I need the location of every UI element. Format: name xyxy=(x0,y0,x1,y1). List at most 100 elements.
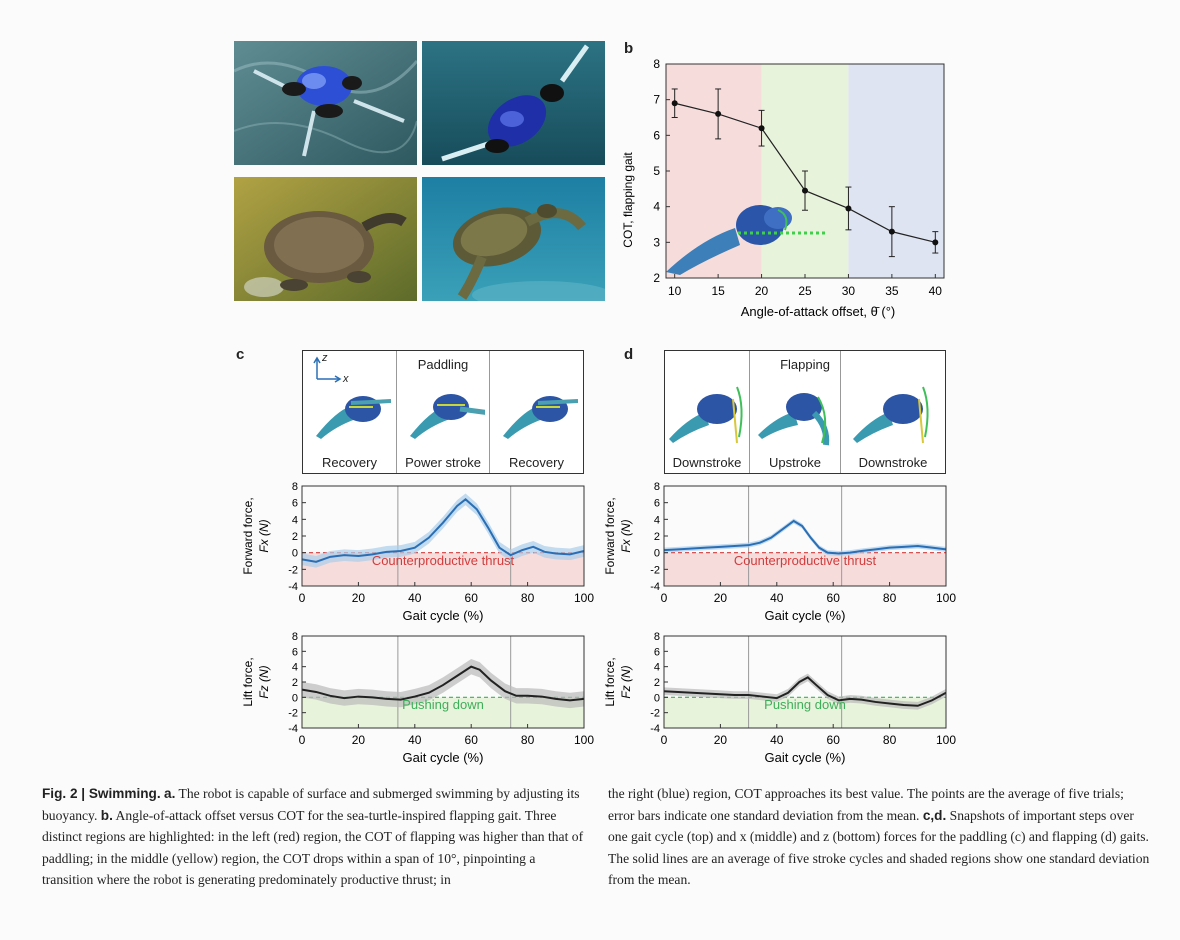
x-tick-label: 30 xyxy=(842,284,856,298)
y-tick-label: 6 xyxy=(653,128,660,142)
x-tick-label: 15 xyxy=(711,284,725,298)
data-point xyxy=(758,125,765,132)
y-axis-sublabel: Fx (N) xyxy=(619,519,633,552)
x-tick-label: 100 xyxy=(574,733,594,747)
x-tick-label: 40 xyxy=(770,591,784,605)
caption-a-label: a. xyxy=(164,786,176,801)
paddling-step-3: Recovery xyxy=(490,351,583,473)
robot-snapshot xyxy=(758,393,830,446)
y-axis-label: Forward force, xyxy=(241,497,255,574)
paddling-lift-force-chart: Pushing down 0 20 40 60 80 100 -4 -2 0 2 4 6 8 Gait cy… xyxy=(241,631,594,765)
flapping-step-1: Downstroke xyxy=(665,351,749,473)
y-tick-label: 2 xyxy=(654,531,660,543)
region-annotation: Counterproductive thrust xyxy=(372,553,515,568)
region-annotation: Counterproductive thrust xyxy=(734,553,877,568)
mean-force-line xyxy=(301,498,585,563)
std-band xyxy=(664,673,946,710)
robot-snapshot xyxy=(853,386,929,444)
y-tick-label: 2 xyxy=(292,677,298,689)
std-band xyxy=(302,659,584,709)
y-tick-label: 8 xyxy=(654,631,660,643)
y-tick-label: 8 xyxy=(292,481,298,493)
x-tick-label: 60 xyxy=(465,591,479,605)
y-tick-label: 6 xyxy=(654,498,660,510)
y-axis-sublabel: Fz (N) xyxy=(257,665,271,698)
x-tick-label: 40 xyxy=(408,733,422,747)
y-tick-label: 0 xyxy=(654,548,660,560)
y-axis-label: Forward force, xyxy=(603,497,617,574)
y-axis-sublabel: Fx (N) xyxy=(257,519,271,552)
flapping-step-label: Downstroke xyxy=(672,455,742,470)
caption-fig-label: Fig. 2 | Swimming. xyxy=(42,786,161,801)
flapping-step-label: Downstroke xyxy=(858,455,928,470)
x-tick-label: 35 xyxy=(885,284,899,298)
panel-label-c: c xyxy=(236,346,245,363)
y-tick-label: 8 xyxy=(653,57,660,71)
mean-force-line xyxy=(663,676,947,707)
x-axis-label: Gait cycle (%) xyxy=(403,608,484,623)
paddling-step-label: Recovery xyxy=(509,455,564,470)
y-tick-label: -4 xyxy=(288,723,298,735)
negative-region xyxy=(664,552,946,586)
caption-b-label: b. xyxy=(100,807,113,823)
y-tick-label: 0 xyxy=(292,548,298,560)
robot-snapshot xyxy=(316,396,391,439)
chart-b-ylabel: COT, flapping gait xyxy=(621,152,635,248)
paddling-step-label: Power stroke xyxy=(405,455,481,470)
x-axis-label: Gait cycle (%) xyxy=(403,750,484,765)
x-tick-label: 60 xyxy=(827,733,841,747)
x-axis-label: Gait cycle (%) xyxy=(765,750,846,765)
robot-render-illustration xyxy=(666,205,825,275)
y-tick-label: 4 xyxy=(654,662,660,674)
x-tick-label: 10 xyxy=(668,284,682,298)
y-tick-label: 0 xyxy=(654,692,660,704)
y-axis-sublabel: Fz (N) xyxy=(619,665,633,698)
x-axis-label: Gait cycle (%) xyxy=(765,608,846,623)
figure-caption-left: Fig. 2 | Swimming. a. The robot is capab… xyxy=(42,783,587,891)
figure-caption-right: the right (blue) region, COT approaches … xyxy=(608,783,1153,891)
data-point xyxy=(845,205,852,212)
panel-label-d: d xyxy=(624,346,634,363)
x-tick-label: 40 xyxy=(770,733,784,747)
x-tick-label: 0 xyxy=(661,733,668,747)
std-band xyxy=(664,518,946,556)
data-point xyxy=(802,187,808,194)
paddling-title: Paddling xyxy=(417,357,469,372)
data-point xyxy=(671,100,678,107)
x-tick-label: 20 xyxy=(755,284,769,298)
y-tick-label: -4 xyxy=(650,723,660,735)
y-tick-label: -2 xyxy=(288,564,298,576)
axis-z-label: z xyxy=(322,352,328,364)
data-point xyxy=(932,239,939,246)
y-tick-label: -2 xyxy=(650,708,660,720)
y-axis-label: Lift force, xyxy=(603,657,617,706)
y-tick-label: 3 xyxy=(653,235,660,249)
flapping-step-2: Upstroke xyxy=(750,351,840,473)
y-tick-label: -4 xyxy=(650,581,660,593)
y-tick-label: 6 xyxy=(292,646,298,658)
y-tick-label: 2 xyxy=(653,271,660,285)
flapping-snapshots: Flapping Downstroke Upstroke Downstroke xyxy=(664,350,946,474)
chart-b-xlabel: Angle-of-attack offset, θ̄ (°) xyxy=(741,304,896,319)
data-point xyxy=(715,110,722,117)
x-tick-label: 20 xyxy=(352,591,366,605)
paddling-step-1: Recovery xyxy=(303,351,396,473)
mean-force-line xyxy=(301,665,585,702)
y-tick-label: 4 xyxy=(654,514,660,526)
y-tick-label: 4 xyxy=(292,514,298,526)
x-tick-label: 100 xyxy=(936,733,956,747)
caption-cd-label: c,d. xyxy=(922,807,947,823)
flapping-title: Flapping xyxy=(780,357,830,372)
x-tick-label: 40 xyxy=(929,284,943,298)
paddling-snapshots: z x Paddling Recovery Power stroke Recov… xyxy=(302,350,584,474)
x-tick-label: 20 xyxy=(714,591,728,605)
y-tick-label: -4 xyxy=(288,581,298,593)
turtle-paddling-photo xyxy=(234,177,417,301)
x-tick-label: 60 xyxy=(827,591,841,605)
axis-x-label: x xyxy=(343,373,349,385)
y-axis-label: Lift force, xyxy=(241,657,255,706)
robot-snapshot xyxy=(410,394,485,439)
robot-snapshot xyxy=(503,396,578,439)
